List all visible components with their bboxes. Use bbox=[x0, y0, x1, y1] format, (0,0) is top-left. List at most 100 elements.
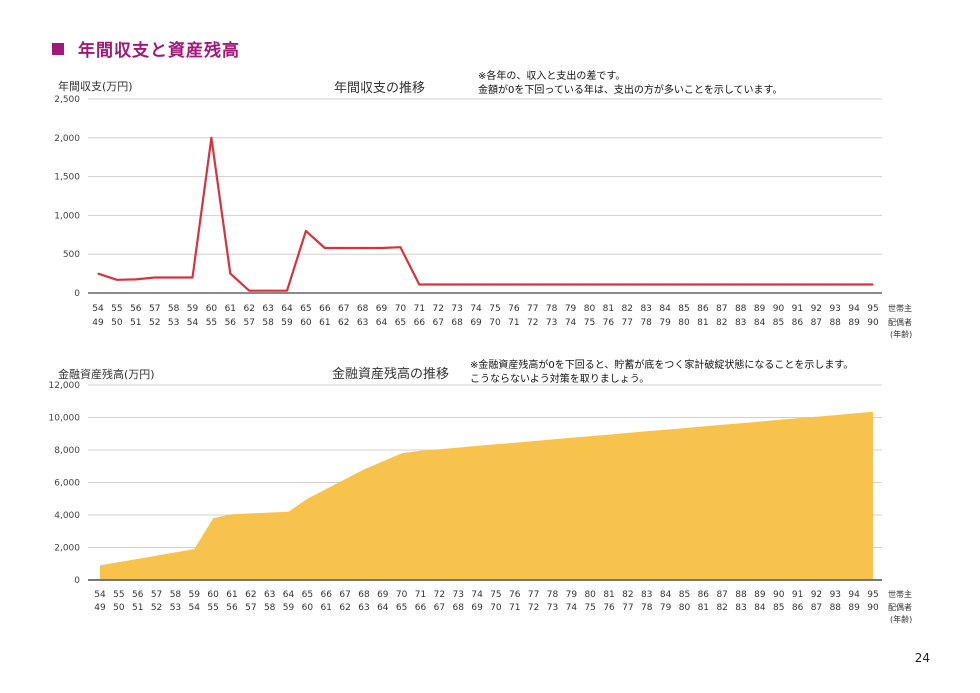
c1-xtick-householder: 69 bbox=[376, 304, 388, 314]
c2-xtick-householder: 82 bbox=[622, 590, 633, 600]
c2-xtick-spouse: 62 bbox=[339, 603, 350, 613]
c1-xtick-householder: 94 bbox=[848, 304, 860, 314]
c1-xtick-spouse: 85 bbox=[773, 318, 784, 328]
c2-xtick-householder: 89 bbox=[754, 590, 766, 600]
c1-xtick-spouse: 74 bbox=[565, 318, 577, 328]
chart1-title: 年間収支の推移 bbox=[334, 81, 426, 96]
c1-xtick-householder: 80 bbox=[584, 304, 596, 314]
c2-xtick-spouse: 53 bbox=[170, 603, 181, 613]
c2-xtick-householder: 90 bbox=[773, 590, 785, 600]
c1-xtick-spouse: 80 bbox=[678, 318, 690, 328]
c1-data-point bbox=[607, 283, 609, 286]
c2-xtick-spouse: 80 bbox=[679, 603, 691, 613]
c1-data-point bbox=[796, 283, 798, 286]
c1-xtick-householder: 93 bbox=[829, 304, 840, 314]
c1-xtick-spouse: 72 bbox=[527, 318, 538, 328]
c1-xtick-spouse: 66 bbox=[414, 318, 426, 328]
c2-ytick-label: 12,000 bbox=[49, 381, 81, 391]
c1-xtick-householder: 74 bbox=[470, 304, 482, 314]
c1-xtick-spouse: 60 bbox=[300, 318, 312, 328]
c1-xtick-householder: 62 bbox=[243, 304, 254, 314]
c1-xtick-spouse: 75 bbox=[584, 318, 595, 328]
c1-xtick-householder: 79 bbox=[565, 304, 577, 314]
c1-data-point bbox=[248, 290, 250, 292]
c2-xtick-spouse: 87 bbox=[811, 603, 822, 613]
c2-xtick-householder: 87 bbox=[716, 590, 727, 600]
c2-xtick-spouse: 90 bbox=[867, 603, 879, 613]
c2-axis-legend-age: (年齢) bbox=[890, 614, 912, 624]
c1-data-point bbox=[229, 273, 231, 275]
c1-xtick-spouse: 84 bbox=[754, 318, 766, 328]
c1-data-point bbox=[626, 283, 628, 286]
c1-line-series bbox=[97, 136, 873, 292]
c2-xtick-householder: 55 bbox=[113, 590, 124, 600]
c1-xtick-householder: 60 bbox=[206, 304, 218, 314]
c1-xtick-spouse: 59 bbox=[281, 318, 293, 328]
c2-xtick-spouse: 68 bbox=[452, 603, 464, 613]
c1-xtick-spouse: 67 bbox=[433, 318, 444, 328]
c2-xtick-spouse: 73 bbox=[547, 603, 558, 613]
c1-xtick-householder: 66 bbox=[319, 304, 331, 314]
c1-axis-legend-age: (年齢) bbox=[890, 329, 912, 339]
c1-data-point bbox=[305, 230, 307, 232]
c1-xtick-householder: 58 bbox=[168, 304, 180, 314]
c1-xtick-householder: 59 bbox=[187, 304, 199, 314]
c1-data-point bbox=[418, 283, 420, 286]
c2-axis-legend-spouse: 配偶者 bbox=[888, 602, 912, 612]
c1-ytick-label: 0 bbox=[74, 289, 80, 299]
c2-axis-legend-householder: 世帯主 bbox=[888, 589, 912, 599]
c1-data-point bbox=[645, 283, 647, 286]
c2-xtick-spouse: 78 bbox=[641, 603, 653, 613]
c2-xtick-spouse: 50 bbox=[113, 603, 125, 613]
chart1-note-line2: 金額が0を下回っている年は、支出の方が多いことを示しています。 bbox=[478, 85, 783, 96]
c1-xtick-householder: 68 bbox=[357, 304, 369, 314]
c1-xtick-householder: 64 bbox=[281, 304, 293, 314]
c1-xtick-spouse: 65 bbox=[395, 318, 406, 328]
c1-data-point bbox=[853, 283, 855, 286]
c1-xtick-spouse: 54 bbox=[187, 318, 199, 328]
c1-data-point bbox=[740, 283, 742, 286]
c1-xtick-spouse: 58 bbox=[262, 318, 274, 328]
c1-xtick-householder: 84 bbox=[659, 304, 671, 314]
c2-xtick-spouse: 76 bbox=[603, 603, 615, 613]
c1-data-point bbox=[513, 283, 515, 286]
c1-xtick-spouse: 57 bbox=[243, 318, 254, 328]
c2-ytick-label: 2,000 bbox=[54, 544, 80, 554]
c2-xtick-spouse: 75 bbox=[584, 603, 595, 613]
c2-xtick-spouse: 51 bbox=[132, 603, 143, 613]
c1-xtick-spouse: 78 bbox=[640, 318, 652, 328]
c2-xtick-householder: 84 bbox=[660, 590, 672, 600]
c2-xtick-spouse: 60 bbox=[302, 603, 314, 613]
c2-xtick-householder: 74 bbox=[471, 590, 483, 600]
c1-xtick-householder: 65 bbox=[300, 304, 311, 314]
c1-data-point bbox=[97, 273, 99, 275]
c2-xtick-householder: 71 bbox=[415, 590, 426, 600]
c2-xtick-householder: 68 bbox=[358, 590, 370, 600]
c1-data-point bbox=[721, 283, 723, 286]
c1-xtick-householder: 70 bbox=[395, 304, 407, 314]
c2-xtick-householder: 69 bbox=[377, 590, 389, 600]
c1-data-point bbox=[191, 276, 194, 279]
c1-xtick-spouse: 55 bbox=[206, 318, 217, 328]
c2-xtick-spouse: 86 bbox=[792, 603, 804, 613]
c2-xtick-spouse: 74 bbox=[566, 603, 578, 613]
chart1-ylabel: 年間収支(万円) bbox=[58, 80, 133, 93]
c2-xtick-spouse: 83 bbox=[735, 603, 746, 613]
c2-area-series bbox=[100, 411, 873, 580]
c1-data-point bbox=[475, 283, 477, 286]
c2-xtick-spouse: 64 bbox=[377, 603, 389, 613]
c2-xtick-spouse: 49 bbox=[94, 603, 106, 613]
c2-xtick-householder: 79 bbox=[566, 590, 578, 600]
c1-xtick-householder: 85 bbox=[678, 304, 689, 314]
page-number: 24 bbox=[914, 651, 930, 665]
c1-xtick-spouse: 52 bbox=[149, 318, 160, 328]
c1-xtick-householder: 78 bbox=[546, 304, 558, 314]
c1-xtick-spouse: 50 bbox=[111, 318, 123, 328]
c2-xtick-spouse: 69 bbox=[471, 603, 483, 613]
c1-data-point bbox=[286, 290, 288, 292]
c1-xtick-spouse: 83 bbox=[735, 318, 746, 328]
c1-ytick-label: 1,000 bbox=[54, 211, 80, 221]
c2-xtick-householder: 62 bbox=[245, 590, 256, 600]
c1-data-point bbox=[154, 276, 156, 279]
c1-data-point bbox=[116, 279, 118, 281]
